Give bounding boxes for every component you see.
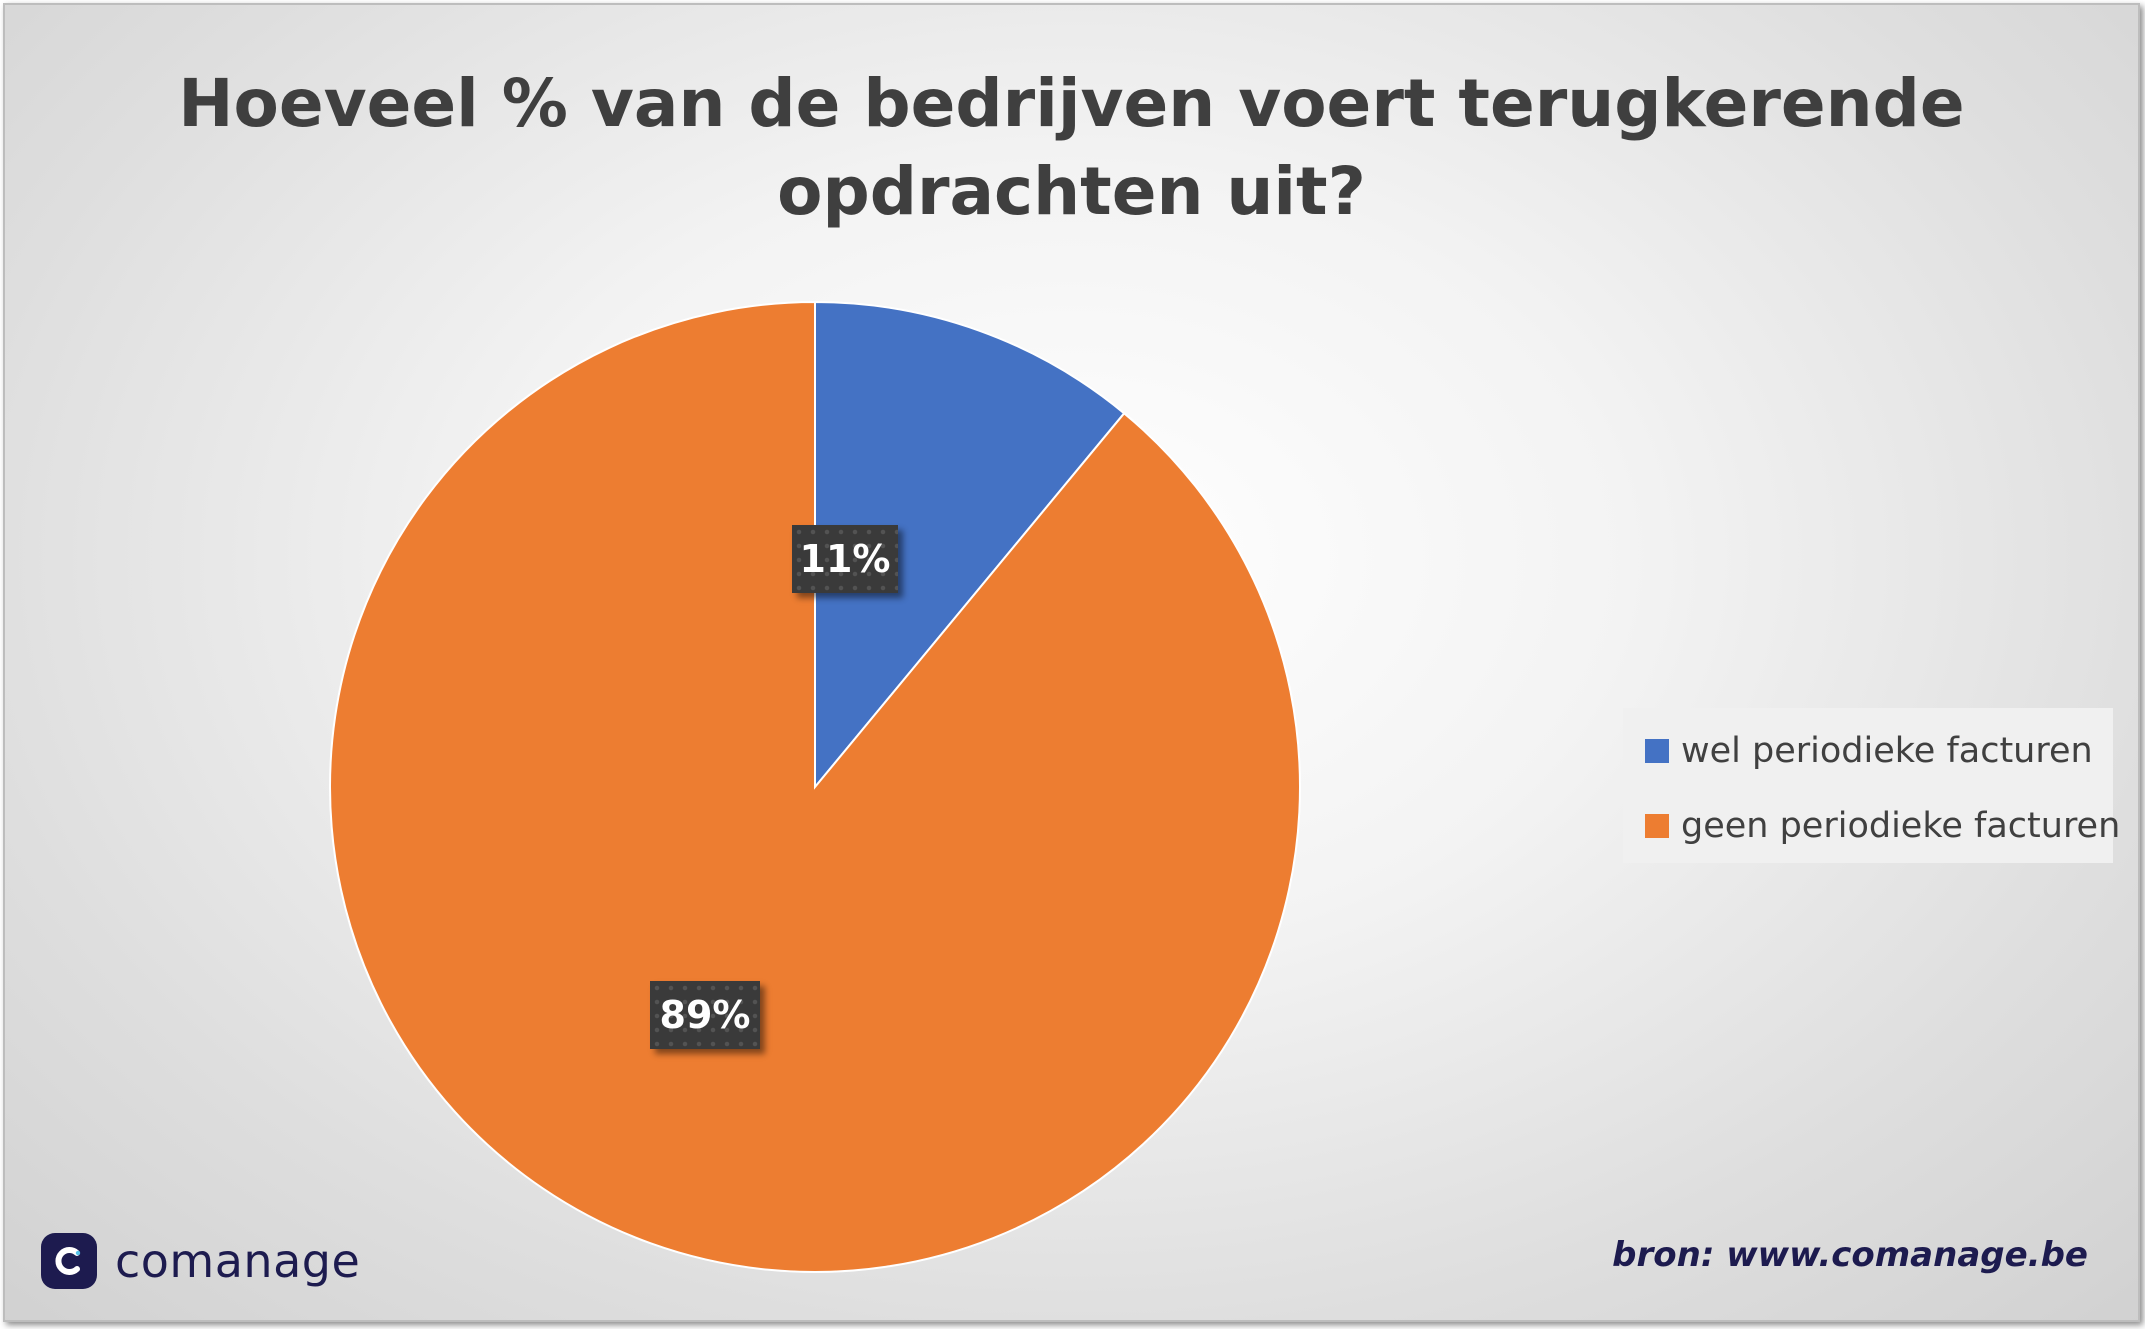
legend-item-2: geen periodieke facturen bbox=[1645, 803, 2120, 849]
pie-slice-1 bbox=[814, 300, 1126, 790]
pie-slice-2 bbox=[329, 300, 1301, 1273]
chart-legend: wel periodieke facturen geen periodieke … bbox=[1623, 708, 2120, 863]
legend-item-1: wel periodieke facturen bbox=[1645, 728, 2093, 774]
chart-title-line-2: opdrachten uit? bbox=[777, 153, 1366, 230]
data-label-slice-2: 89% bbox=[650, 981, 760, 1049]
source-text: bron: www.comanage.be bbox=[1612, 1235, 2088, 1275]
chart-title-line-1: Hoeveel % van de bedrijven voert terugke… bbox=[178, 65, 1965, 142]
comanage-logo-icon bbox=[41, 1233, 97, 1289]
legend-swatch-2 bbox=[1645, 814, 1669, 838]
chart-canvas: Hoeveel % van de bedrijven voert terugke… bbox=[3, 3, 2140, 1322]
legend-label-1: wel periodieke facturen bbox=[1681, 731, 2093, 771]
logo-text: comanage bbox=[115, 1234, 361, 1288]
comanage-logo: comanage bbox=[41, 1233, 360, 1289]
chart-title: Hoeveel % van de bedrijven voert terugke… bbox=[5, 60, 2138, 236]
pie-chart bbox=[329, 300, 1301, 1273]
data-label-slice-1: 11% bbox=[792, 525, 898, 593]
legend-swatch-1 bbox=[1645, 739, 1669, 763]
legend-label-2: geen periodieke facturen bbox=[1681, 806, 2121, 846]
